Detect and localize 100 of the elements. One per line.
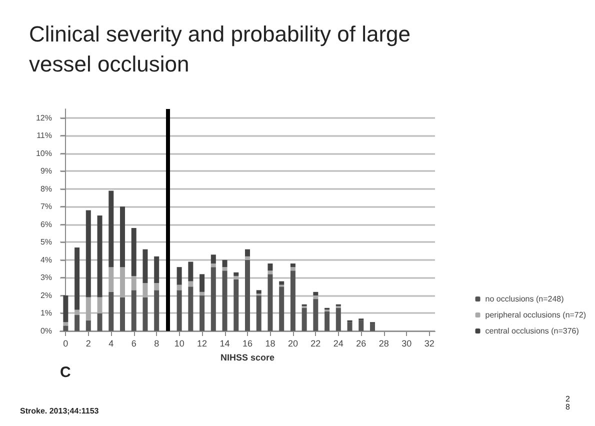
bar [279, 281, 284, 285]
y-tick-label: 11% [36, 131, 52, 140]
chart-title: Clinical severity and probability of large vessel occlusion [29, 22, 417, 76]
text: 28 [566, 394, 571, 412]
x-tick-label: 18 [265, 338, 276, 348]
bar [142, 297, 148, 331]
bar [234, 279, 239, 331]
bar [302, 308, 307, 331]
bar [245, 260, 250, 331]
bar [268, 274, 273, 331]
bar [210, 264, 216, 268]
bar [313, 292, 318, 296]
legend-label: peripheral occlusions (n=72) [485, 310, 586, 320]
bar [290, 270, 296, 331]
bar [256, 290, 262, 294]
bar [210, 254, 216, 264]
x-tick-label: 8 [154, 338, 160, 348]
legend-label: no occlusions (n=248) [485, 294, 564, 304]
y-tick-label: 0% [40, 326, 52, 336]
bar [74, 248, 80, 310]
bar [86, 210, 91, 298]
bar [268, 264, 273, 271]
y-tick-label: 1% [40, 308, 52, 318]
x-tick-label: 30 [402, 338, 412, 348]
bar [200, 295, 205, 331]
bar [245, 249, 250, 256]
bar [313, 295, 318, 300]
bar [74, 315, 80, 331]
y-tick-label: 7% [40, 202, 52, 212]
bar [131, 290, 136, 331]
bar [290, 267, 296, 271]
y-tick-label: 2% [40, 290, 52, 300]
bar [256, 295, 262, 331]
bar [290, 264, 296, 268]
x-tick-label: 24 [333, 338, 344, 348]
y-tick-label: 9% [40, 166, 52, 176]
bar [222, 270, 228, 331]
bar [97, 297, 102, 314]
bar [324, 311, 330, 331]
bar [63, 295, 68, 322]
bar [131, 228, 136, 276]
y-tick-label: 6% [40, 220, 52, 229]
x-tick-label: 10 [174, 338, 184, 348]
bar [97, 313, 102, 331]
bar [188, 281, 194, 287]
bar [154, 290, 160, 331]
x-tick-label: 32 [424, 338, 434, 348]
bar [347, 322, 352, 331]
x-tick-label: 6 [131, 338, 136, 348]
bar [245, 256, 250, 260]
bar [97, 216, 102, 298]
bar [188, 286, 194, 331]
bar [222, 260, 228, 268]
y-tick-label: 4% [40, 255, 52, 264]
bar [313, 299, 318, 331]
x-tick-label: 12 [197, 338, 208, 348]
bar [120, 297, 125, 331]
bar [370, 324, 375, 331]
bar [154, 256, 160, 284]
bar [86, 297, 91, 320]
x-tick-label: 16 [242, 338, 253, 348]
text: C [60, 364, 71, 381]
bar [279, 286, 284, 331]
bar [176, 267, 182, 285]
bar [234, 276, 239, 280]
bar [234, 272, 239, 276]
x-tick-label: 4 [108, 338, 114, 348]
bar [120, 267, 125, 298]
bar [74, 310, 80, 316]
bar [176, 290, 182, 331]
bar [142, 249, 148, 284]
bar [188, 262, 194, 282]
x-tick-label: 14 [220, 338, 230, 348]
x-tick-label: 22 [310, 338, 321, 348]
x-tick-label: 20 [288, 338, 298, 348]
bar [336, 308, 341, 331]
legend-label: central occlusions (n=376) [485, 326, 580, 336]
bar [154, 283, 160, 290]
bar [142, 283, 148, 298]
bar [358, 320, 364, 331]
x-tick-label: 26 [356, 338, 366, 348]
x-tick-label: 2 [86, 338, 91, 348]
x-tick-label: 28 [378, 338, 389, 348]
y-tick-label: 10% [36, 148, 52, 158]
bar [63, 326, 68, 331]
bar [63, 322, 68, 326]
bar [108, 267, 114, 292]
bar [268, 270, 273, 274]
y-tick-label: 3% [40, 273, 52, 282]
bar [200, 274, 205, 292]
bar [108, 292, 114, 331]
bar [120, 206, 125, 268]
x-tick-label: 0 [63, 338, 68, 348]
x-axis-title: NIHSS score [220, 352, 275, 362]
bar [200, 292, 205, 296]
bar [86, 320, 91, 331]
bar [222, 267, 228, 271]
y-tick-label: 12% [36, 113, 52, 122]
y-tick-label: 8% [40, 184, 52, 194]
bar [131, 276, 136, 290]
